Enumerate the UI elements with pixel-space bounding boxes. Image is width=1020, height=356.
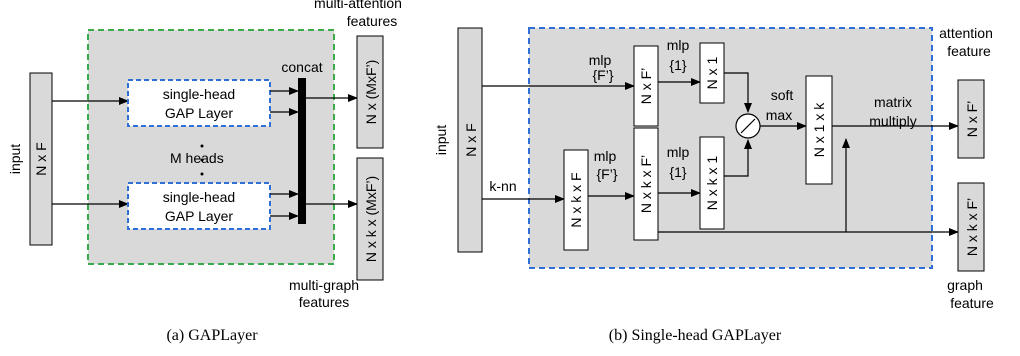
concat-bar xyxy=(298,78,306,224)
panel-a: N x F input single-head GAP Layer single… xyxy=(7,0,402,344)
mlp-bot-2: mlp xyxy=(667,144,690,160)
attention-title-2: feature xyxy=(947,43,991,59)
box-nxkxf-label: N x k x F xyxy=(568,172,584,227)
mlp-bot-1: mlp xyxy=(594,148,617,164)
box-nx1xk-label: N x 1 x k xyxy=(811,102,827,157)
dot xyxy=(201,173,204,176)
input-label-a: input xyxy=(7,144,23,174)
mlp-top-1: mlp xyxy=(589,52,612,68)
multi-graph-title-2: features xyxy=(299,294,350,310)
box-nxf-prime-label: N x F’ xyxy=(638,68,654,105)
box-nx1-label: N x 1 xyxy=(704,56,720,89)
mlp-bot-1-dim: {F’} xyxy=(596,166,617,182)
multi-attention-box-label: N x (MxF’) xyxy=(363,60,379,125)
attention-title-1: attention xyxy=(939,25,993,41)
softmax-line1: soft xyxy=(771,87,794,103)
mlp-top-2: mlp xyxy=(667,37,690,53)
softmax-line2: max xyxy=(766,107,792,123)
panel-b: N x F input mlp {F’} k-nn N x k x F mlp … xyxy=(433,25,994,344)
dot xyxy=(201,159,204,162)
caption-b: (b) Single-head GAPLayer xyxy=(609,327,782,344)
box-nxkxf-prime-label: N x k x F’ xyxy=(638,155,654,213)
multi-graph-title-1: multi-graph xyxy=(289,277,359,293)
input-box-a-label: N x F xyxy=(33,142,49,175)
caption-a: (a) GAPLayer xyxy=(166,327,258,344)
graph-title-1: graph xyxy=(947,277,983,293)
input-label-b: input xyxy=(433,125,449,155)
concat-label: concat xyxy=(281,59,322,75)
input-box-b-label: N x F xyxy=(463,123,479,156)
multi-attention-title-1: multi-attention xyxy=(314,0,402,11)
multi-attention-title-2: features xyxy=(347,13,398,29)
mlp-top-2-dim: {1} xyxy=(669,57,686,73)
attention-feature-box-label: N x F’ xyxy=(964,101,980,138)
matmul-line2: multiply xyxy=(869,113,916,129)
graph-title-2: feature xyxy=(950,295,994,311)
dot xyxy=(201,145,204,148)
head1-line2: GAP Layer xyxy=(165,105,234,121)
graph-feature-box-label: N x k x F’ xyxy=(964,198,980,256)
mlp-bot-2-dim: {1} xyxy=(669,164,686,180)
matmul-line1: matrix xyxy=(874,94,912,110)
multi-graph-box-label: N x k x (MxF’) xyxy=(363,176,379,262)
m-heads-label: M heads xyxy=(170,150,224,166)
knn-label: k-nn xyxy=(489,178,516,194)
box-nxkx1-label: N x k x 1 xyxy=(704,156,720,211)
head1-line1: single-head xyxy=(163,86,235,102)
head2-line2: GAP Layer xyxy=(165,208,234,224)
mlp-top-1-dim: {F’} xyxy=(592,67,613,83)
head2-line1: single-head xyxy=(163,189,235,205)
